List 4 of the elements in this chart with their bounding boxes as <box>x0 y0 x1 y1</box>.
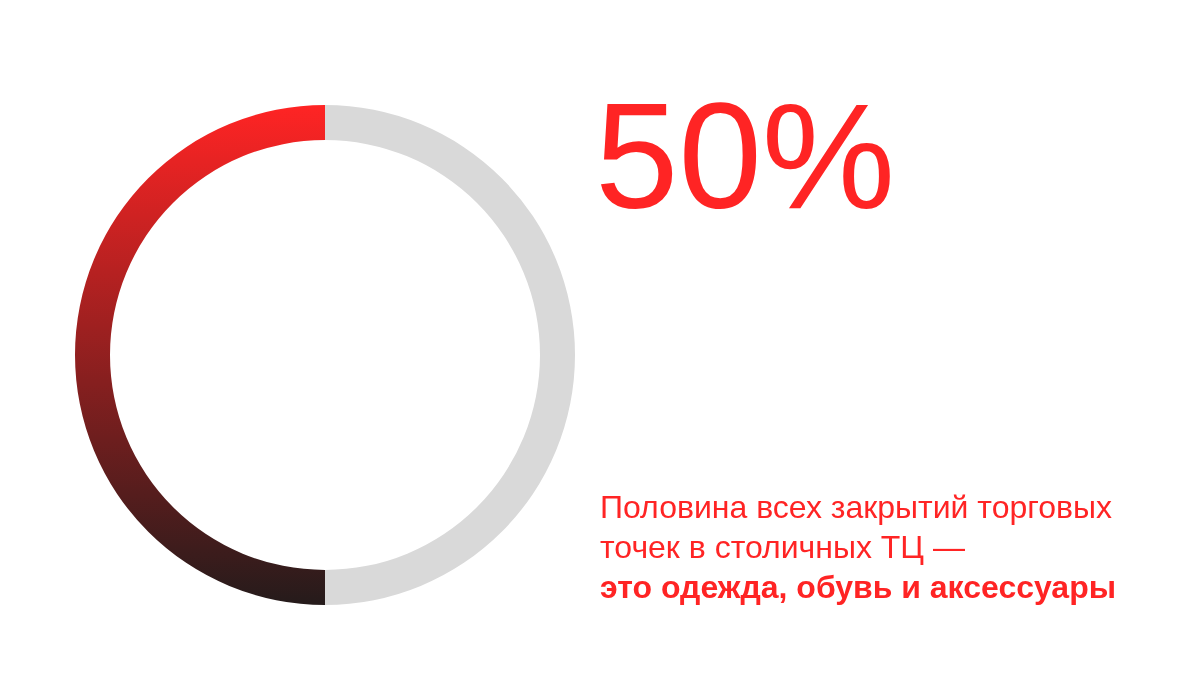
donut-slice <box>75 105 325 605</box>
chart-title: 50% <box>595 72 896 240</box>
donut-slice <box>325 105 575 605</box>
text: это одежда, обувь и аксессуары <box>600 569 1117 605</box>
